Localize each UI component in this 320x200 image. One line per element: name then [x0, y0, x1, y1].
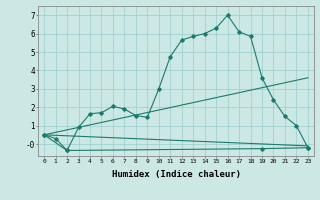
- X-axis label: Humidex (Indice chaleur): Humidex (Indice chaleur): [111, 170, 241, 179]
